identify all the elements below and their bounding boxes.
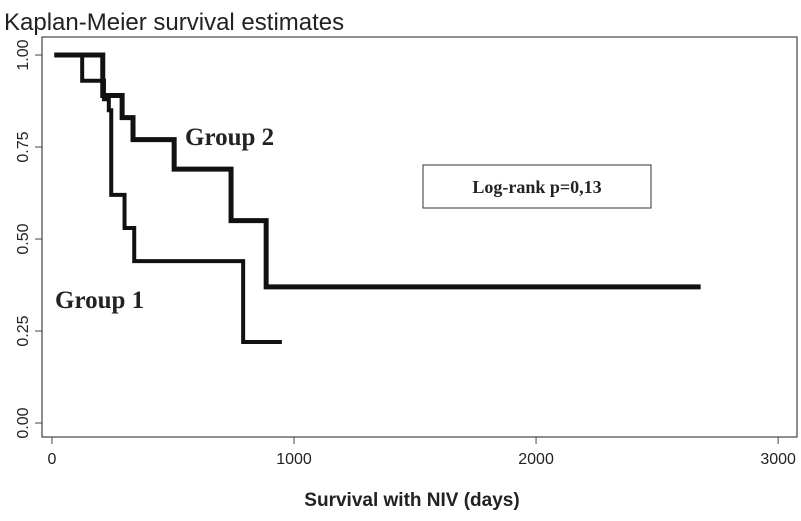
series-label: Group 2 (185, 124, 274, 151)
y-tick-label: 0.75 (15, 131, 32, 162)
x-tick-label: 2000 (518, 451, 554, 468)
plot-frame (41, 36, 798, 438)
survival-curve (54, 52, 701, 290)
x-tick-label: 3000 (760, 451, 796, 468)
chart-title: Kaplan-Meier survival estimates (4, 9, 344, 36)
x-tick-label: 0 (47, 451, 56, 468)
y-tick-label: 1.00 (15, 39, 32, 70)
annotation-box (422, 164, 652, 209)
series-label: Group 1 (55, 287, 144, 314)
survival-curve (54, 53, 282, 345)
y-tick-label: 0.25 (15, 315, 32, 346)
x-axis-label: Survival with NIV (days) (304, 490, 519, 511)
annotation-text: Log-rank p=0,13 (472, 177, 601, 197)
x-tick-label: 1000 (276, 451, 312, 468)
y-tick-label: 0.00 (15, 407, 32, 438)
y-tick-label: 0.50 (15, 223, 32, 254)
